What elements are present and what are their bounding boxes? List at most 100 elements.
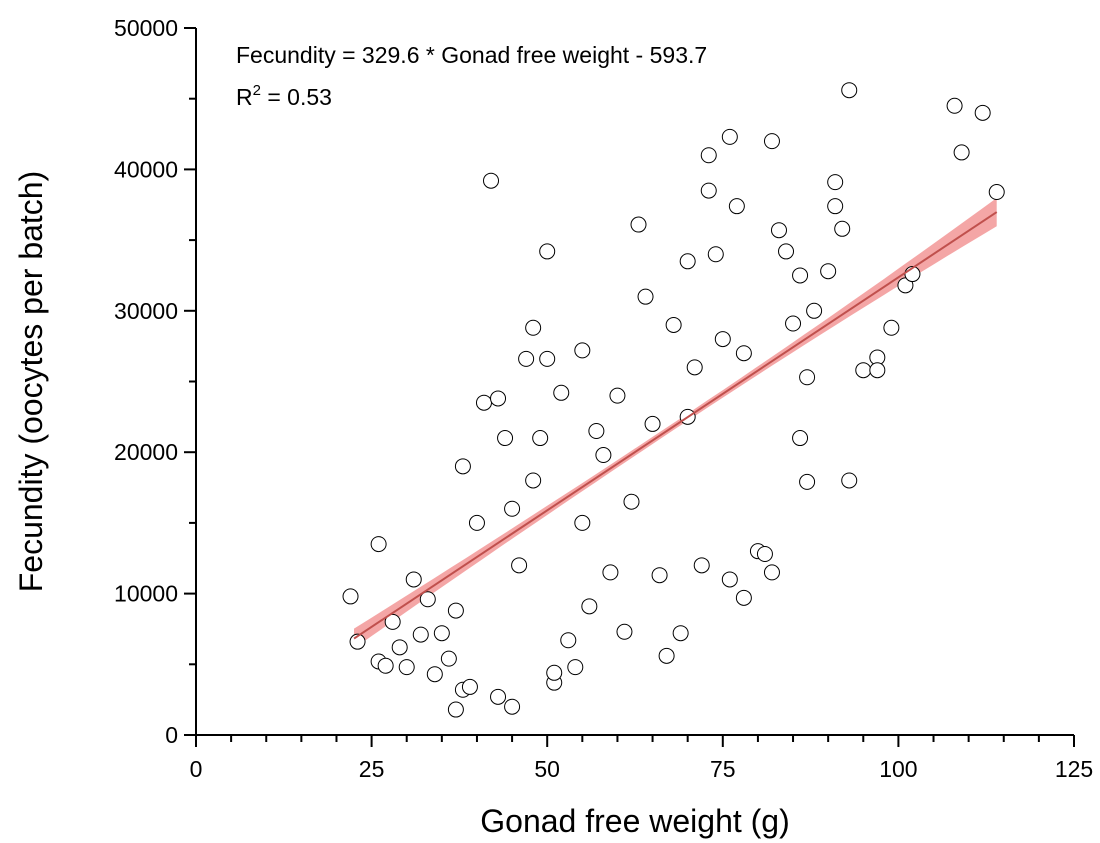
x-tick-label: 125 bbox=[1055, 756, 1093, 782]
data-point bbox=[595, 447, 612, 464]
data-point bbox=[560, 632, 577, 649]
data-point bbox=[841, 82, 858, 99]
axes: 0 25 50 75 100 125 0 10000 20000 30000 40000 50000 bbox=[114, 15, 1093, 782]
data-point bbox=[707, 246, 724, 263]
data-point bbox=[518, 350, 535, 367]
data-point bbox=[426, 666, 443, 683]
data-point bbox=[419, 591, 436, 608]
data-point bbox=[679, 253, 696, 270]
x-tick-label: 50 bbox=[534, 756, 560, 782]
r2-superscript: 2 bbox=[253, 82, 261, 99]
data-point bbox=[504, 500, 521, 517]
data-point bbox=[735, 345, 752, 362]
y-tick-label: 30000 bbox=[114, 298, 178, 324]
r2-prefix: R bbox=[236, 84, 253, 110]
regression-line bbox=[353, 211, 998, 640]
data-point bbox=[623, 493, 640, 510]
data-point bbox=[574, 514, 591, 531]
data-point bbox=[792, 430, 809, 447]
data-point bbox=[834, 220, 851, 237]
data-point bbox=[869, 362, 886, 379]
data-point bbox=[581, 598, 598, 615]
data-point bbox=[440, 650, 457, 667]
data-point bbox=[665, 316, 682, 333]
data-point bbox=[778, 243, 795, 260]
data-point bbox=[391, 639, 408, 656]
data-point bbox=[841, 472, 858, 489]
data-point bbox=[806, 302, 823, 319]
data-point bbox=[883, 319, 900, 336]
data-point bbox=[412, 626, 429, 643]
x-tick-label: 100 bbox=[879, 756, 917, 782]
data-point bbox=[658, 647, 675, 664]
data-point bbox=[539, 243, 556, 260]
data-point bbox=[630, 216, 647, 233]
data-point bbox=[398, 659, 415, 676]
plot-area bbox=[342, 82, 1005, 718]
data-point bbox=[490, 688, 507, 705]
data-point bbox=[342, 588, 359, 605]
data-point bbox=[447, 602, 464, 619]
data-point bbox=[539, 350, 556, 367]
x-tick-label: 0 bbox=[190, 756, 203, 782]
data-point bbox=[855, 362, 872, 379]
data-point bbox=[763, 564, 780, 581]
data-point bbox=[700, 182, 717, 199]
r-squared-label: R2 = 0.53 bbox=[236, 82, 332, 110]
data-point bbox=[672, 625, 689, 642]
data-point bbox=[974, 104, 991, 121]
y-axis-title: Fecundity (oocytes per batch) bbox=[13, 171, 49, 593]
data-point bbox=[504, 698, 521, 715]
data-point bbox=[721, 571, 738, 588]
x-tick-label: 25 bbox=[359, 756, 385, 782]
data-point bbox=[820, 263, 837, 280]
data-point bbox=[511, 557, 528, 574]
data-point bbox=[714, 331, 731, 348]
data-point bbox=[644, 415, 661, 432]
data-point bbox=[454, 458, 471, 475]
data-point bbox=[483, 172, 500, 189]
data-point bbox=[756, 546, 773, 563]
data-point bbox=[651, 567, 668, 584]
data-point bbox=[799, 369, 816, 386]
data-point bbox=[525, 472, 542, 489]
data-point bbox=[953, 144, 970, 161]
data-point bbox=[461, 678, 478, 695]
x-ticks: 0 25 50 75 100 125 bbox=[190, 735, 1093, 782]
data-point bbox=[602, 564, 619, 581]
data-point bbox=[827, 198, 844, 215]
data-point bbox=[721, 128, 738, 145]
data-point bbox=[827, 174, 844, 191]
data-point bbox=[497, 430, 514, 447]
y-tick-label: 10000 bbox=[114, 581, 178, 607]
data-point bbox=[693, 557, 710, 574]
data-point bbox=[532, 430, 549, 447]
data-point bbox=[447, 701, 464, 718]
data-point bbox=[988, 184, 1005, 201]
y-tick-label: 20000 bbox=[114, 439, 178, 465]
confidence-band bbox=[354, 198, 997, 649]
data-point bbox=[567, 659, 584, 676]
data-point bbox=[405, 571, 422, 588]
data-point bbox=[553, 384, 570, 401]
data-point bbox=[588, 422, 605, 439]
data-point bbox=[616, 623, 633, 640]
data-point bbox=[546, 664, 563, 681]
data-point bbox=[785, 315, 802, 332]
r2-value: = 0.53 bbox=[261, 84, 332, 110]
data-point bbox=[686, 359, 703, 376]
data-point bbox=[490, 390, 507, 407]
y-tick-label: 0 bbox=[165, 722, 178, 748]
data-point bbox=[770, 222, 787, 239]
y-tick-label: 40000 bbox=[114, 156, 178, 182]
x-tick-label: 75 bbox=[710, 756, 736, 782]
regression-equation: Fecundity = 329.6 * Gonad free weight - … bbox=[236, 42, 707, 68]
data-point bbox=[574, 342, 591, 359]
data-point bbox=[377, 657, 394, 674]
data-point bbox=[728, 198, 745, 215]
data-point bbox=[946, 97, 963, 114]
data-point bbox=[700, 147, 717, 164]
data-point bbox=[525, 319, 542, 336]
y-tick-label: 50000 bbox=[114, 15, 178, 41]
